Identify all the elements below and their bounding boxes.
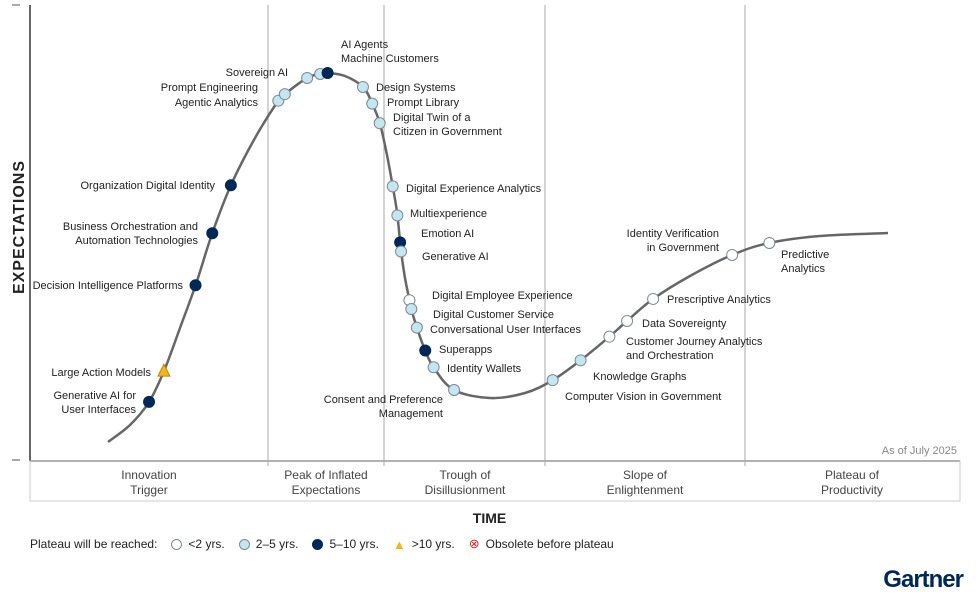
circle-marker (448, 384, 461, 397)
circle-marker (143, 395, 156, 408)
technology-label: Consent and Preference Management (324, 394, 443, 420)
legend-gt10: >10 yrs. (411, 537, 455, 551)
technology-label: Prescriptive Analytics (667, 294, 771, 306)
x-axis-title: TIME (472, 510, 507, 526)
circle-marker (405, 303, 418, 315)
technology-label: Organization Digital Identity (80, 180, 215, 192)
circle-marker (356, 80, 369, 93)
light-blue-circle-icon (238, 538, 250, 550)
circle-marker (278, 88, 291, 101)
phase-label: Trough of Disillusionment (425, 468, 506, 497)
circle-marker (206, 227, 219, 240)
technology-label: Generative AI for User Interfaces (53, 390, 136, 416)
circle-marker (189, 279, 202, 292)
circle-marker (419, 344, 432, 357)
yellow-triangle-icon: ▲ (392, 536, 406, 552)
circle-marker (427, 361, 440, 374)
chart-frame (12, 4, 961, 502)
technology-label: Superapps (439, 344, 493, 356)
legend-5to10: 5–10 yrs. (329, 537, 379, 551)
obsolete-x-icon: ⊗ (468, 536, 480, 551)
technology-label: Generative AI (422, 251, 489, 263)
technology-label: Digital Twin of a Citizen in Government (393, 112, 502, 138)
gartner-logo: Gartner (883, 566, 964, 593)
technology-label: Predictive Analytics (781, 249, 829, 275)
technology-label: Digital Customer Service (433, 309, 554, 321)
circle-marker (386, 180, 399, 193)
phase-label: Peak of Inflated Expectations (284, 468, 367, 497)
legend-lt2: <2 yrs. (188, 537, 225, 551)
phase-label: Slope of Enlightenment (607, 468, 684, 497)
circle-marker (574, 354, 587, 367)
technology-label: AI Agents (341, 39, 389, 51)
circle-marker (301, 71, 314, 84)
circle-marker (726, 248, 739, 261)
technology-label: Prompt Library (387, 97, 460, 109)
technology-label: Business Orchestration and Automation Tec… (63, 221, 199, 247)
technology-label: Multiexperience (410, 208, 487, 220)
circle-marker (546, 374, 559, 387)
circle-marker (603, 330, 616, 343)
circle-marker (366, 97, 379, 110)
technology-label: Identity Verification in Government (627, 228, 719, 254)
circle-marker (224, 179, 237, 192)
technology-label: Digital Experience Analytics (406, 183, 542, 195)
technology-label: Conversational User Interfaces (430, 324, 582, 336)
technology-label: Agentic Analytics (175, 97, 259, 109)
circle-marker (410, 321, 423, 334)
legend: Plateau will be reached: <2 yrs. 2–5 yrs… (30, 536, 614, 552)
technology-label: Machine Customers (341, 53, 439, 65)
technology-label: Design Systems (376, 82, 456, 94)
circle-marker (621, 314, 634, 327)
triangle-marker (157, 363, 171, 377)
technology-label: Customer Journey Analytics and Orchestrat… (626, 336, 763, 362)
technology-label: Large Action Models (51, 367, 151, 379)
circle-marker (373, 117, 386, 130)
technology-label: Identity Wallets (447, 363, 522, 375)
technology-label: Decision Intelligence Platforms (33, 280, 184, 292)
circle-marker (647, 292, 660, 305)
white-circle-icon (171, 538, 183, 550)
technology-label: Knowledge Graphs (593, 371, 687, 383)
legend-2to5: 2–5 yrs. (255, 537, 299, 551)
y-axis-title: EXPECTATIONS (11, 159, 28, 295)
circle-marker (321, 67, 334, 80)
technology-label: Sovereign AI (226, 67, 288, 79)
technology-label: Prompt Engineering (161, 82, 258, 94)
technology-label: Emotion AI (421, 228, 474, 240)
dark-blue-circle-icon (312, 538, 324, 550)
phase-label: Plateau of Productivity (821, 468, 883, 497)
technology-label: Data Sovereignty (642, 318, 727, 330)
legend-obsolete: Obsolete before plateau (485, 537, 614, 551)
legend-title: Plateau will be reached: (30, 537, 158, 551)
circle-marker (395, 245, 408, 258)
technology-label: Computer Vision in Government (565, 391, 721, 403)
phase-label: Innovation Trigger (121, 468, 176, 497)
technology-label: Digital Employee Experience (432, 290, 573, 302)
circle-marker (391, 209, 404, 222)
circle-marker (763, 236, 776, 249)
as-of-date: As of July 2025 (881, 445, 957, 457)
